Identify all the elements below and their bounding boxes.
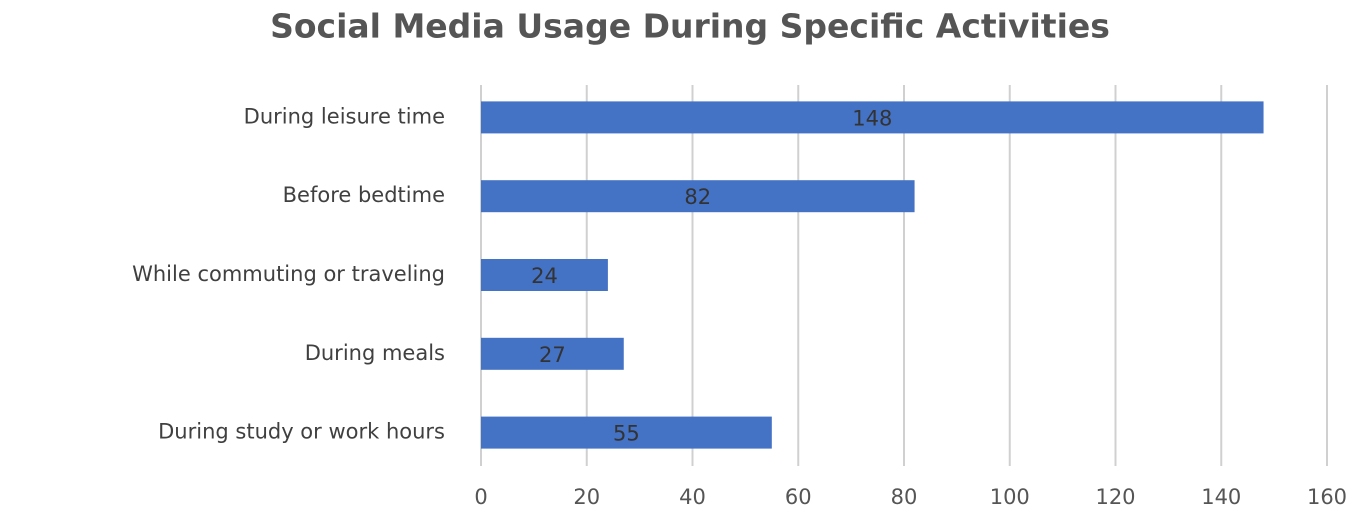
data-label: 148 <box>852 106 892 130</box>
y-tick-label: While commuting or traveling <box>132 262 445 286</box>
data-label: 27 <box>539 343 566 367</box>
x-tick-label: 40 <box>679 485 706 509</box>
data-label: 55 <box>613 422 640 446</box>
y-tick-label: During leisure time <box>244 104 445 128</box>
x-tick-label: 120 <box>1095 485 1135 509</box>
x-tick-label: 100 <box>990 485 1030 509</box>
chart-title: Social Media Usage During Specific Activ… <box>270 7 1110 46</box>
x-tick-label: 20 <box>573 485 600 509</box>
x-tick-label: 140 <box>1201 485 1241 509</box>
y-tick-label: During meals <box>305 341 445 365</box>
data-label: 24 <box>531 264 558 288</box>
y-tick-label: During study or work hours <box>158 420 445 444</box>
data-label: 82 <box>684 185 711 209</box>
x-tick-label: 60 <box>785 485 812 509</box>
bar <box>481 101 1264 134</box>
y-tick-label: Before bedtime <box>283 183 445 207</box>
bar <box>481 259 608 291</box>
bar <box>481 416 772 449</box>
bar <box>481 337 624 370</box>
bar <box>481 180 915 213</box>
x-tick-label: 0 <box>474 485 487 509</box>
x-tick-label: 80 <box>891 485 918 509</box>
x-tick-label: 160 <box>1307 485 1347 509</box>
